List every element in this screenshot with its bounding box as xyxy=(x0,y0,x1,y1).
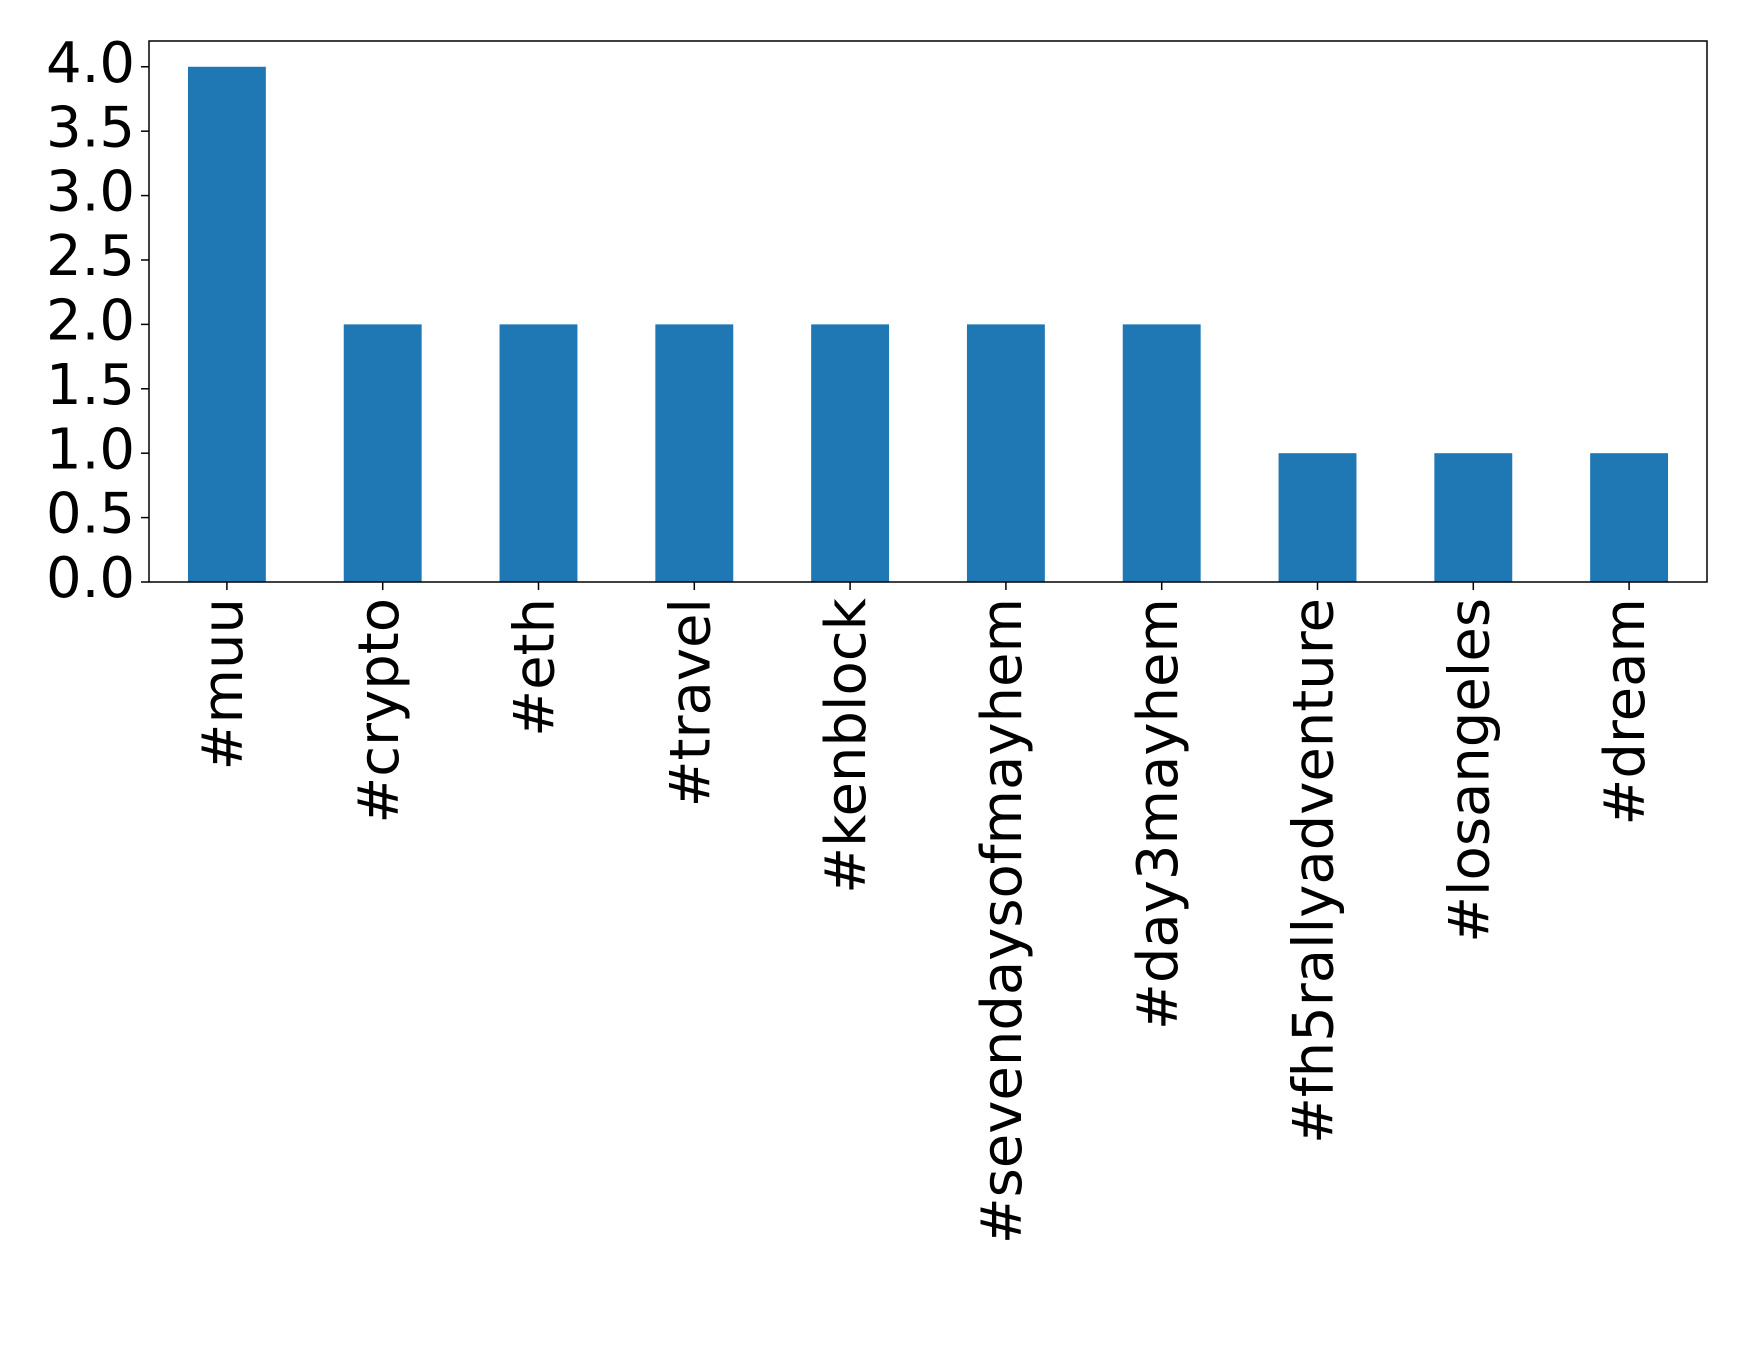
x-tick-label: #crypto xyxy=(347,598,412,824)
bar xyxy=(343,324,422,582)
x-tick-label: #eth xyxy=(503,598,568,737)
y-tick-label: 2.5 xyxy=(46,224,135,289)
y-tick-label: 1.0 xyxy=(46,417,135,482)
x-tick-label: #dream xyxy=(1593,598,1658,826)
y-tick-label: 3.5 xyxy=(46,95,135,160)
x-tick-label: #kenblock xyxy=(814,597,879,893)
x-tick-label: #day3mayhem xyxy=(1126,598,1191,1030)
y-tick-label: 4.0 xyxy=(46,31,135,96)
bar xyxy=(1590,453,1669,582)
bar xyxy=(1278,453,1357,582)
x-tick-label: #sevendaysofmayhem xyxy=(970,598,1035,1244)
plot-frame xyxy=(148,40,1708,583)
x-tick-label: #fh5rallyadventure xyxy=(1282,598,1347,1144)
bar xyxy=(655,324,734,582)
y-tick-label: 0.5 xyxy=(46,482,135,547)
bar xyxy=(1434,453,1513,582)
bar xyxy=(1122,324,1201,582)
x-tick-label: #muu xyxy=(191,598,256,770)
y-tick-label: 2.0 xyxy=(46,289,135,354)
y-tick-label: 3.0 xyxy=(46,160,135,225)
y-tick-label: 0.0 xyxy=(46,546,135,611)
bar xyxy=(811,324,890,582)
bar xyxy=(966,324,1045,582)
y-tick-label: 1.5 xyxy=(46,353,135,418)
bar xyxy=(187,66,266,582)
x-tick-label: #losangeles xyxy=(1437,598,1502,943)
bar xyxy=(499,324,578,582)
x-tick-label: #travel xyxy=(658,598,723,807)
